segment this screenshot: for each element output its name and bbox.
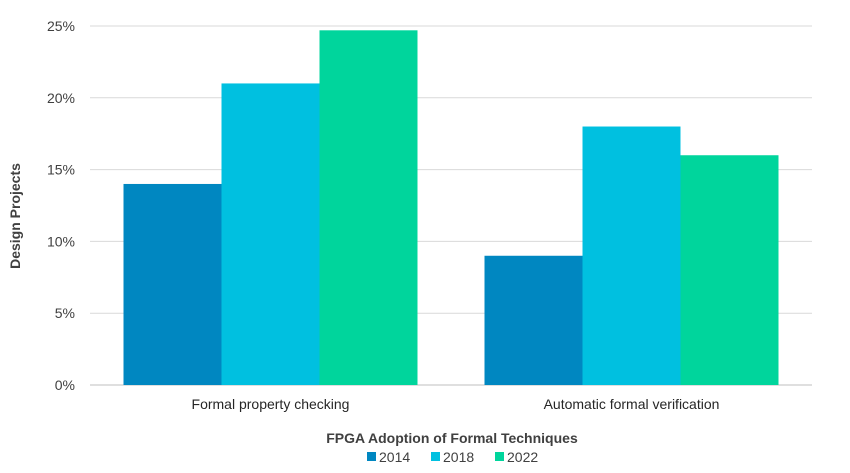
y-tick-label: 15% bbox=[47, 162, 75, 178]
bar-2014-1 bbox=[484, 255, 583, 385]
y-axis-ticks: 0% 5% 10% 15% 20% 25% bbox=[47, 18, 75, 393]
legend-swatch-2022 bbox=[495, 452, 504, 461]
y-tick-label: 25% bbox=[47, 18, 75, 34]
bar-2018-1 bbox=[582, 126, 681, 386]
bars bbox=[123, 30, 779, 386]
y-tick-label: 10% bbox=[47, 233, 75, 249]
bar-2018-0 bbox=[221, 83, 320, 385]
x-category-label: Automatic formal verification bbox=[544, 396, 720, 412]
x-category-label: Formal property checking bbox=[192, 396, 350, 412]
legend: 2014 2018 2022 bbox=[367, 449, 538, 465]
bar-2014-0 bbox=[123, 183, 222, 385]
x-axis-title: FPGA Adoption of Formal Techniques bbox=[326, 430, 578, 446]
y-axis-title: Design Projects bbox=[7, 163, 23, 269]
legend-label-2014: 2014 bbox=[379, 449, 410, 465]
bar-2022-1 bbox=[680, 155, 779, 385]
y-tick-label: 5% bbox=[55, 305, 75, 321]
y-tick-label: 0% bbox=[55, 377, 75, 393]
y-tick-label: 20% bbox=[47, 90, 75, 106]
legend-swatch-2014 bbox=[367, 452, 376, 461]
x-axis-categories: Formal property checking Automatic formal… bbox=[192, 396, 720, 412]
legend-swatch-2018 bbox=[431, 452, 440, 461]
bar-2022-0 bbox=[319, 30, 418, 385]
legend-label-2022: 2022 bbox=[507, 449, 538, 465]
legend-label-2018: 2018 bbox=[443, 449, 474, 465]
